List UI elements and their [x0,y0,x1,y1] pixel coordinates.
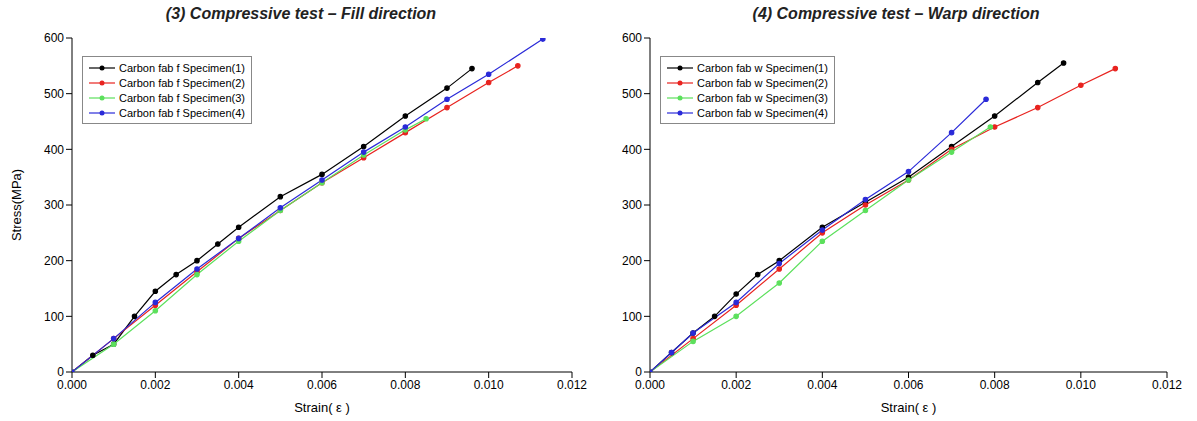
svg-text:Strain( ε ): Strain( ε ) [294,400,350,415]
svg-text:0.012: 0.012 [557,378,587,392]
svg-text:0.002: 0.002 [140,378,170,392]
html-text:Carbon fab w Specimen(4): Carbon fab w Specimen(4) [697,106,828,119]
svg-text:0.000: 0.000 [57,378,87,392]
svg-text:0.004: 0.004 [807,378,837,392]
svg-text:Stress(MPa): Stress(MPa) [9,169,24,241]
svg-text:100: 100 [44,310,64,324]
svg-text:300: 300 [44,198,64,212]
svg-text:200: 200 [622,254,642,268]
svg-text:0.002: 0.002 [721,378,751,392]
html-text:Carbon fab f Specimen(1): Carbon fab f Specimen(1) [119,61,245,74]
html-text:(4) Compressive test – Warp di: (4) Compressive test – Warp direction [752,5,1040,22]
svg-text:0: 0 [57,365,64,379]
svg-text:600: 600 [44,31,64,45]
svg-text:0.008: 0.008 [980,378,1010,392]
html-text:Carbon fab w Specimen(3): Carbon fab w Specimen(3) [697,91,828,104]
html-text:(3) Compressive test – Fill di: (3) Compressive test – Fill direction [165,5,437,22]
svg-text:500: 500 [44,87,64,101]
svg-text:0: 0 [635,365,642,379]
svg-text:200: 200 [44,254,64,268]
svg-text:0.004: 0.004 [224,378,254,392]
html-text:Carbon fab f Specimen(4): Carbon fab f Specimen(4) [119,106,245,119]
svg-text:300: 300 [622,198,642,212]
html-text:Carbon fab w Specimen(2): Carbon fab w Specimen(2) [697,76,828,89]
svg-text:500: 500 [622,87,642,101]
html-text:Carbon fab w Specimen(1): Carbon fab w Specimen(1) [697,61,828,74]
svg-text:600: 600 [622,31,642,45]
html-text:Carbon fab f Specimen(2): Carbon fab f Specimen(2) [119,76,245,89]
svg-text:Strain( ε ): Strain( ε ) [881,400,937,415]
svg-text:0.012: 0.012 [1152,378,1182,392]
svg-text:0.000: 0.000 [635,378,665,392]
svg-text:0.006: 0.006 [307,378,337,392]
svg-text:0.008: 0.008 [390,378,420,392]
html-text:Carbon fab f Specimen(3): Carbon fab f Specimen(3) [119,91,245,104]
svg-text:400: 400 [44,143,64,157]
svg-text:100: 100 [622,310,642,324]
svg-text:0.010: 0.010 [474,378,504,392]
svg-text:0.006: 0.006 [893,378,923,392]
svg-text:400: 400 [622,143,642,157]
svg-text:0.010: 0.010 [1066,378,1096,392]
